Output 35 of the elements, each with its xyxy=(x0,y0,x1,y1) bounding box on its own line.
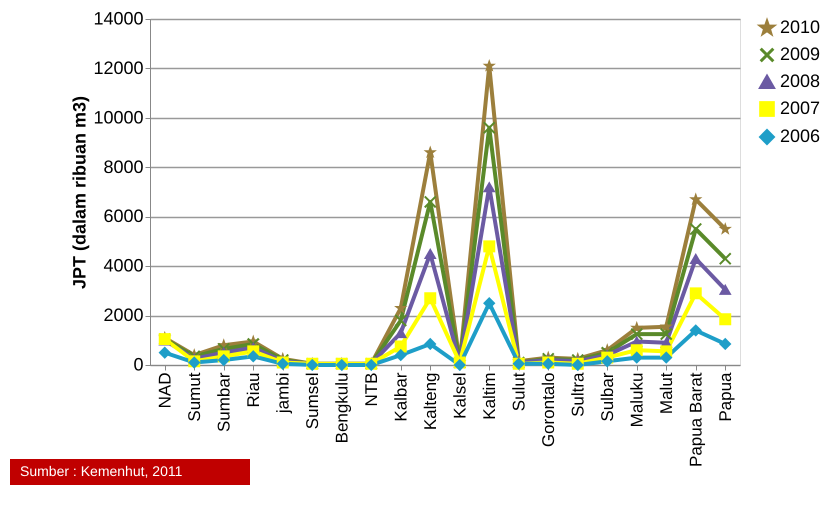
legend-label: 2009 xyxy=(780,44,820,64)
y-tick-label: 8000 xyxy=(103,156,144,177)
x-tick-label: NAD xyxy=(155,372,174,408)
x-tick-label: Malut xyxy=(656,372,676,414)
x-tick-label: Sumut xyxy=(184,372,204,422)
legend-label: 2006 xyxy=(780,126,820,146)
x-tick-label: Maluku xyxy=(627,372,646,428)
y-tick-label: 6000 xyxy=(103,206,144,226)
x-tick-label: Kalteng xyxy=(420,372,440,430)
x-tick-label: Riau xyxy=(244,372,263,408)
x-tick-label: Sultra xyxy=(568,372,588,417)
legend-label: 2010 xyxy=(780,17,820,37)
x-tick-label: Papua xyxy=(716,372,735,422)
x-tick-label: Kalbar xyxy=(391,372,410,422)
y-axis-title: JPT (dalam ribuan m3) xyxy=(69,96,90,290)
y-tick-label: 14000 xyxy=(93,8,144,28)
text: Sumber : Kemenhut, 2011 xyxy=(20,463,183,479)
y-tick-label: 12000 xyxy=(93,58,144,78)
x-tick-label: jambi xyxy=(273,372,292,414)
y-tick-label: 2000 xyxy=(103,305,144,326)
x-tick-label: Kaltim xyxy=(480,372,499,420)
y-tick-label: 4000 xyxy=(103,256,144,276)
x-tick-label: Kalsel xyxy=(450,372,470,419)
x-tick-label: Papua Barat xyxy=(686,372,706,468)
x-tick-label: Sumsel xyxy=(302,372,322,430)
x-tick-label: Sulbar xyxy=(598,372,617,422)
x-tick-label: Bengkulu xyxy=(332,372,352,444)
x-tick-label: Sumbar xyxy=(214,372,234,432)
legend-label: 2007 xyxy=(780,98,820,118)
y-tick-label: 10000 xyxy=(93,107,144,128)
x-tick-label: NTB xyxy=(362,372,381,406)
legend-label: 2008 xyxy=(780,71,820,91)
x-tick-label: Sulut xyxy=(509,372,528,412)
x-tick-label: Gorontalo xyxy=(538,372,558,448)
y-tick-label: 0 xyxy=(133,354,144,374)
